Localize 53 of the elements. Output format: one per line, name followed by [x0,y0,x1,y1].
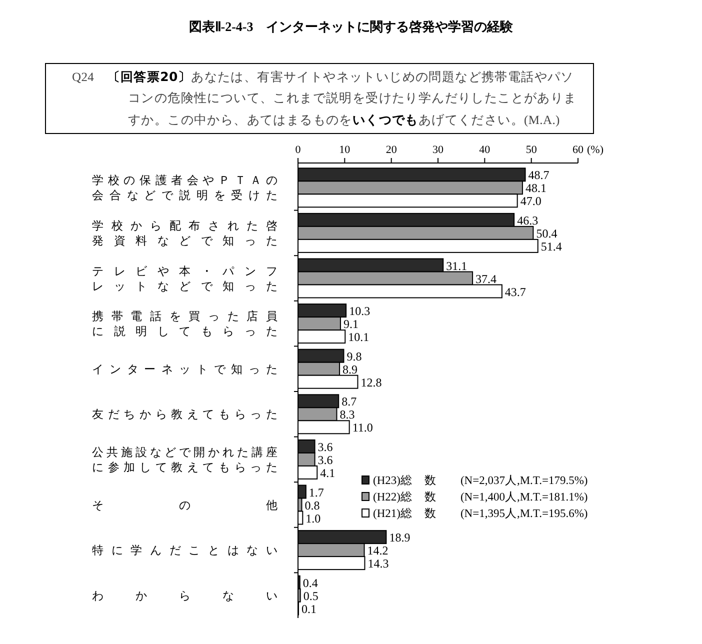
data-label: 1.0 [306,511,321,526]
y-tick-label: テレビや本・パンフレットなどで知った [92,264,278,293]
data-label: 4.1 [320,466,336,480]
y-tick-label: 学校の保護者会やＰＴＡの会合などで説明を受けた [92,174,278,202]
legend-label: (H23)総 数 (N=2,037人,M.T.=179.5%) [373,474,588,487]
data-label: 0.1 [301,602,316,616]
data-label: 47.0 [520,194,542,208]
data-label: 0.4 [302,576,318,590]
data-label: 50.4 [536,226,558,240]
data-label: 10.1 [348,330,370,344]
data-label: 1.7 [308,485,324,500]
data-label: 46.3 [517,213,538,228]
y-tick-label: 友だちから教えてもらった [92,408,278,422]
x-tick-label: 0 [295,144,302,156]
x-tick-label: 20 [386,144,398,156]
x-axis-title: (%) [587,144,604,156]
data-label: 14.2 [367,544,388,558]
legend-label: (H22)総 数 (N=1,400人,M.T.=181.1%) [373,490,588,504]
data-label: 31.1 [446,258,468,273]
data-label: 37.4 [476,272,497,286]
data-label: 3.6 [318,452,333,467]
data-label: 9.8 [346,349,362,364]
data-label: 3.6 [318,440,333,454]
data-label: 10.3 [349,304,370,318]
data-label: 48.7 [528,168,550,182]
y-tick-label: 特に学んだことはない [92,544,278,558]
data-label: 43.7 [504,284,526,299]
y-tick-label: わからない [92,590,278,602]
data-label: 0.8 [304,498,320,512]
y-tick-label: 携帯電話を買った店員に説明してもらった [92,309,278,338]
y-tick-label: 学校から配布された啓発資料などで知った [92,219,278,248]
data-label: 9.1 [343,317,358,332]
data-label: 14.3 [368,556,389,571]
data-label: 11.0 [352,420,373,435]
y-tick-label: 公共施設などで開かれた講座に参加して教えてもらった [92,444,278,474]
chart-title: 図表Ⅱ-2-4-3 インターネットに関する啓発や学習の経験 [188,18,514,36]
data-label: 48.1 [525,181,546,196]
data-label: 8.7 [342,394,357,409]
x-tick-label: 60 [572,144,584,156]
data-label: 0.5 [303,588,318,603]
y-tick-label: その他 [92,498,278,512]
x-tick-label: 40 [479,144,491,156]
legend-label: (H21)総 数 (N=1,395人,M.T.=195.6%) [373,507,588,520]
data-label: 8.9 [342,362,358,376]
x-tick-label: 10 [339,144,351,156]
data-label: 12.8 [360,375,382,390]
data-label: 8.3 [340,408,355,422]
chart-subtitle: Q24 〔回答票20〕あなたは、有害サイトやネットいじめの問題など携帯電話やパソコンの危険性について、これまで説明を受けたり学んだりしたことがありますか。この中から、あてはまるものをいくつでもあげてください。(M.A.) [45,63,594,134]
data-label: 18.9 [389,530,410,545]
y-tick-label: インターネットで知った [92,362,278,376]
x-tick-label: 50 [526,144,538,156]
data-label: 51.4 [540,239,562,254]
x-tick-label: 30 [432,144,444,156]
